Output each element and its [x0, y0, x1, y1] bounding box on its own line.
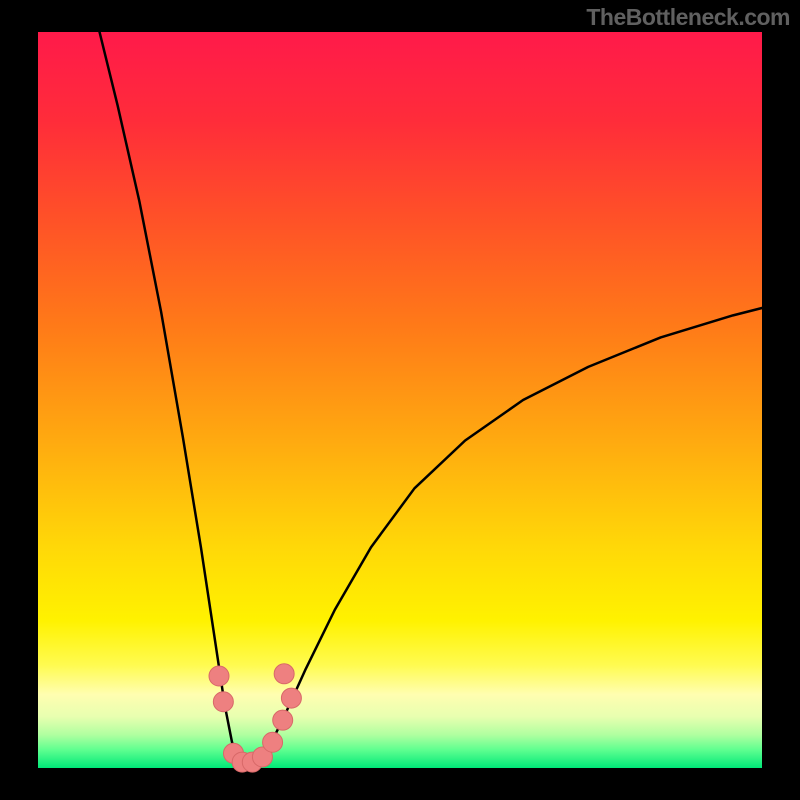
data-marker — [263, 732, 283, 752]
data-marker — [274, 664, 294, 684]
data-marker — [209, 666, 229, 686]
chart-container: TheBottleneck.com — [0, 0, 800, 800]
data-marker — [273, 710, 293, 730]
data-marker — [281, 688, 301, 708]
bottleneck-chart — [0, 0, 800, 800]
watermark-text: TheBottleneck.com — [586, 4, 790, 31]
data-marker — [213, 692, 233, 712]
chart-plot-bg — [38, 32, 762, 768]
